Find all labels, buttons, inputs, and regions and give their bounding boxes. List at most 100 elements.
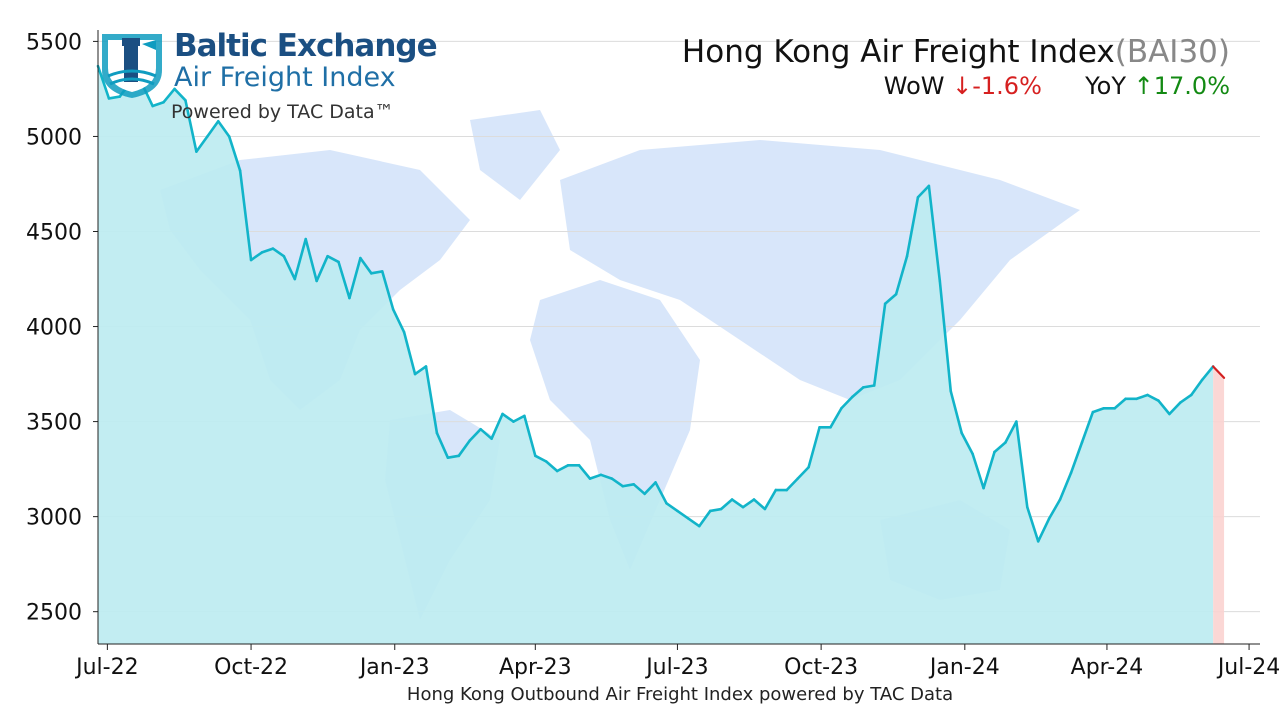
yoy-value: 17.0% bbox=[1153, 72, 1230, 100]
wow-value: -1.6% bbox=[972, 72, 1042, 100]
index-line-segment bbox=[1179, 393, 1193, 404]
index-line-segment bbox=[763, 488, 778, 511]
index-line-segment bbox=[807, 425, 821, 469]
index-line-segment bbox=[1091, 406, 1106, 414]
index-line-segment bbox=[588, 473, 603, 480]
lighthouse-icon bbox=[102, 34, 162, 98]
index-line-segment bbox=[708, 507, 723, 513]
index-line-segment bbox=[435, 431, 450, 460]
index-line-segment bbox=[370, 270, 384, 275]
y-tick-label: 3500 bbox=[26, 411, 82, 436]
index-line-segment bbox=[1135, 393, 1149, 401]
index-line-segment bbox=[249, 251, 264, 262]
index-line-segment bbox=[872, 302, 887, 387]
index-line-segment bbox=[293, 237, 308, 281]
index-line-segment bbox=[315, 254, 329, 283]
index-line-segment bbox=[271, 247, 286, 258]
index-line-segment bbox=[752, 498, 767, 511]
index-line-segment bbox=[260, 247, 275, 254]
index-line-segment bbox=[1157, 399, 1171, 416]
index-line-segment bbox=[905, 195, 920, 258]
change-stats: WoW ↓-1.6% YoY ↑17.0% bbox=[682, 72, 1230, 100]
index-code: (BAI30) bbox=[1114, 34, 1230, 70]
x-tick-label: Oct-23 bbox=[784, 655, 858, 680]
index-line-segment bbox=[402, 330, 417, 376]
index-line-segment bbox=[687, 517, 701, 528]
axes: 2500 3000 3500 4000 4500 5000 5500 Jul-22 Oct-22… bbox=[26, 30, 1280, 680]
index-line-segment bbox=[512, 414, 526, 423]
index-line-segment bbox=[938, 279, 953, 393]
y-tick-label: 4500 bbox=[26, 220, 82, 245]
index-line-segment bbox=[359, 256, 373, 275]
index-line-segment bbox=[654, 481, 668, 505]
index-line-segment bbox=[927, 184, 942, 283]
index-line-segment bbox=[195, 135, 209, 153]
index-line-segment bbox=[698, 509, 712, 528]
x-tick-label: Jul-24 bbox=[1216, 655, 1280, 680]
index-line-segment bbox=[468, 427, 482, 442]
index-line-segment bbox=[457, 439, 472, 458]
index-line-segment bbox=[610, 477, 625, 488]
index-line-segment bbox=[1113, 397, 1127, 410]
latest-change-segment bbox=[1212, 365, 1226, 379]
index-line-segment bbox=[599, 473, 614, 480]
y-tick-label: 3000 bbox=[26, 506, 82, 531]
chart-title-text: Hong Kong Air Freight Index bbox=[681, 34, 1115, 70]
index-line-segment bbox=[227, 135, 242, 172]
index-line-segment bbox=[730, 498, 745, 509]
index-line-segment bbox=[785, 477, 799, 492]
x-tick-label: Jan-24 bbox=[928, 655, 1000, 680]
index-line-segment bbox=[840, 395, 854, 410]
index-area-fill bbox=[98, 66, 1214, 644]
index-line-segment bbox=[534, 454, 548, 463]
up-arrow-icon: ↑ bbox=[1133, 72, 1154, 100]
index-line-segment bbox=[676, 509, 690, 520]
index-line-segment bbox=[1146, 393, 1160, 402]
x-axis-label: Hong Kong Outbound Air Freight Index pow… bbox=[407, 684, 953, 705]
index-line-segment bbox=[1168, 401, 1182, 416]
index-line-segment bbox=[1036, 517, 1051, 543]
y-tick-label: 5000 bbox=[26, 125, 82, 150]
yoy-label: YoY bbox=[1085, 72, 1126, 100]
index-line-segment bbox=[1047, 498, 1062, 520]
index-line-segment bbox=[216, 119, 231, 138]
index-line-segment bbox=[337, 260, 351, 300]
index-line-segment bbox=[960, 431, 974, 456]
index-line-segment bbox=[883, 292, 898, 306]
index-line-segment bbox=[501, 412, 515, 423]
index-line-segment bbox=[796, 465, 810, 480]
index-line-segment bbox=[949, 389, 963, 435]
index-line-segment bbox=[971, 452, 985, 490]
index-line-segment bbox=[1080, 410, 1095, 444]
map-continent bbox=[560, 140, 1080, 400]
logo-subtitle: Air Freight Index bbox=[174, 62, 396, 93]
chart-title: Hong Kong Air Freight Index(BAI30) bbox=[682, 34, 1230, 70]
index-line-segment bbox=[1025, 505, 1040, 543]
index-line-segment bbox=[916, 184, 931, 199]
index-line-segment bbox=[555, 464, 570, 473]
wow-label: WoW bbox=[883, 72, 945, 100]
index-line-segment bbox=[829, 406, 843, 429]
index-line-segment bbox=[1058, 471, 1073, 501]
index-line-segment bbox=[1189, 378, 1204, 397]
index-line-segment bbox=[424, 365, 439, 435]
latest-change-fill bbox=[1213, 366, 1225, 644]
index-line-segment bbox=[184, 99, 198, 153]
index-line-segment bbox=[643, 481, 657, 496]
index-line-segment bbox=[741, 498, 756, 509]
logo-powered-by: Powered by TAC Data™ bbox=[171, 101, 394, 123]
baltic-exchange-logo: Baltic Exchange Air Freight Index Powere… bbox=[98, 28, 438, 128]
y-tick-label: 5500 bbox=[26, 30, 82, 55]
index-line-segment bbox=[1004, 420, 1018, 444]
index-line-segment bbox=[490, 412, 504, 440]
index-line-segment bbox=[577, 464, 592, 480]
x-tick-label: Oct-22 bbox=[214, 655, 288, 680]
index-line-segment bbox=[523, 414, 537, 458]
title-block: Hong Kong Air Freight Index(BAI30) WoW ↓… bbox=[682, 34, 1230, 100]
index-line-segment bbox=[851, 386, 865, 399]
index-line-segment bbox=[151, 100, 165, 108]
x-tick-label: Apr-23 bbox=[499, 655, 572, 680]
x-tick-label: Jan-23 bbox=[358, 655, 430, 680]
index-line-segment bbox=[719, 498, 734, 511]
